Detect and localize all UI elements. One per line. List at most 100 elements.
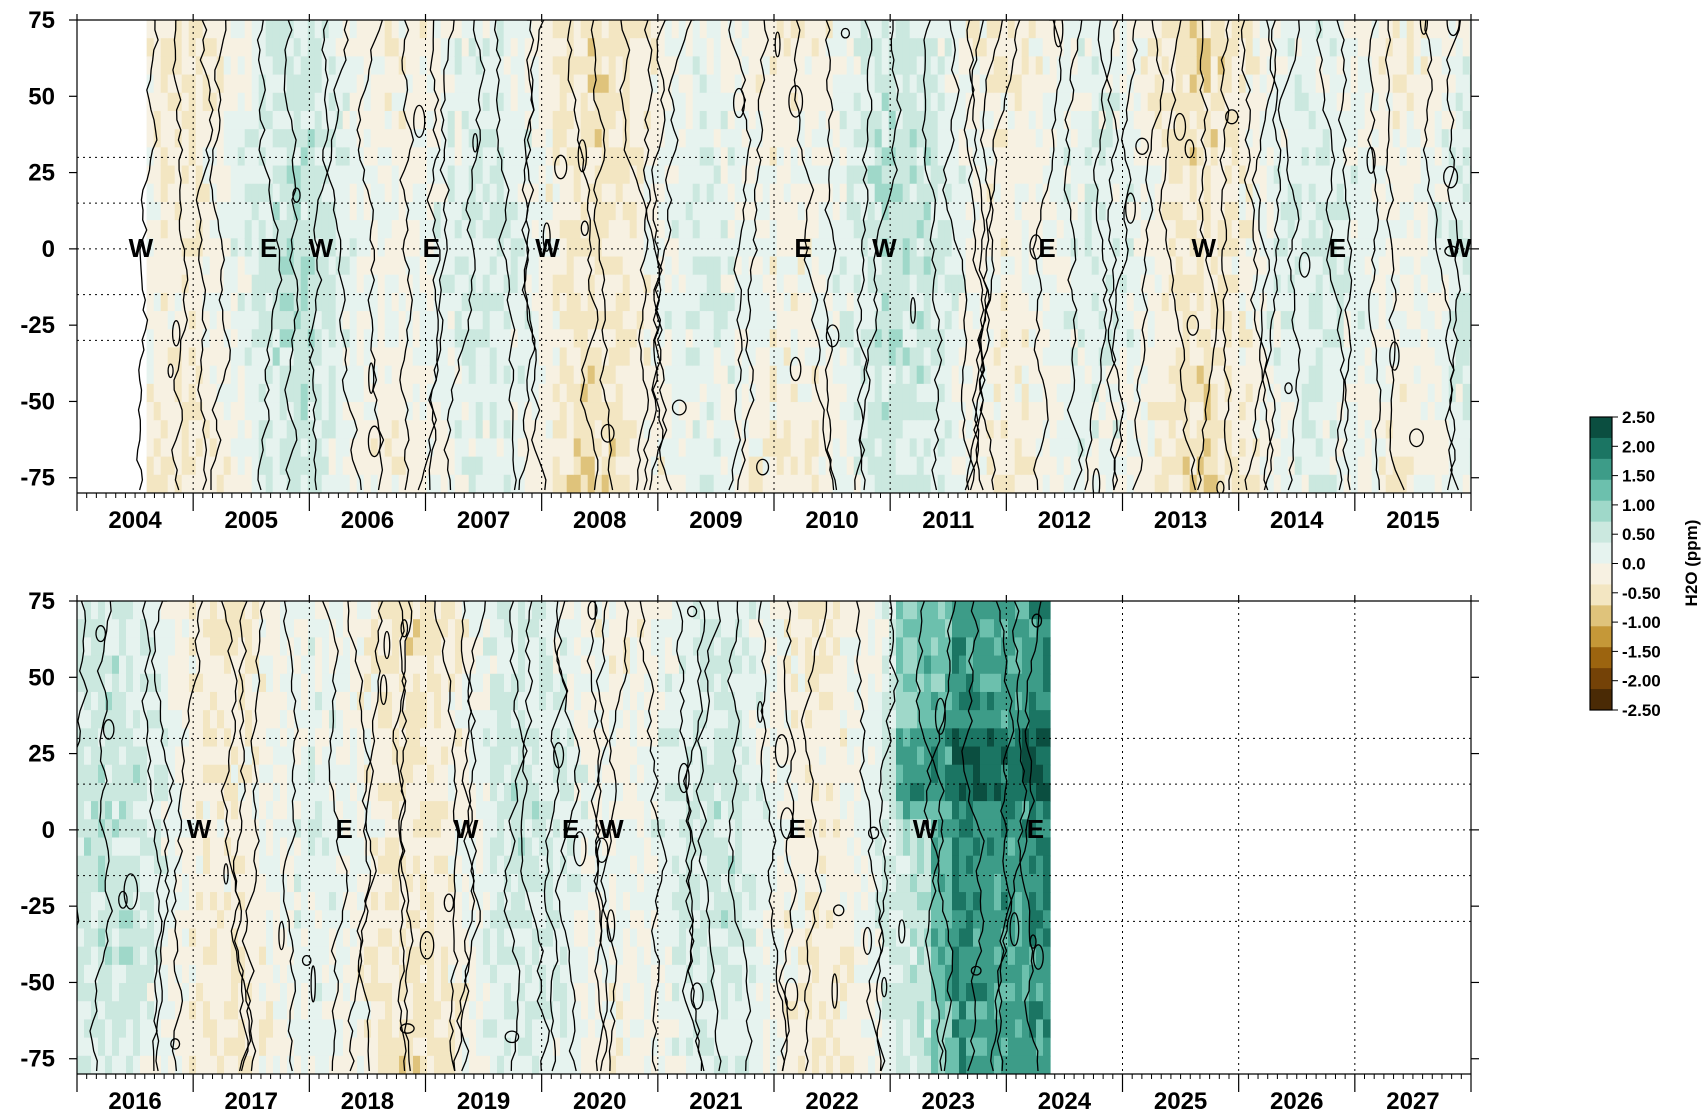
anomaly-cell: [237, 165, 246, 185]
anomaly-cell: [559, 183, 568, 203]
anomaly-cell: [1329, 110, 1338, 130]
anomaly-cell: [608, 220, 617, 239]
anomaly-cell: [552, 238, 561, 258]
anomaly-cell: [1070, 311, 1079, 330]
anomaly-cell: [482, 274, 491, 294]
anomaly-cell: [622, 329, 631, 349]
anomaly-cell: [300, 74, 309, 94]
anomaly-cell: [566, 220, 575, 239]
anomaly-cell: [1049, 56, 1058, 76]
anomaly-cell: [1028, 292, 1037, 312]
anomaly-cell: [1056, 311, 1065, 330]
anomaly-cell: [440, 329, 449, 349]
anomaly-cell: [566, 165, 575, 185]
anomaly-cell: [979, 383, 988, 403]
anomaly-cell: [951, 438, 960, 458]
anomaly-cell: [1308, 402, 1317, 421]
anomaly-cell: [1042, 329, 1051, 349]
anomaly-cell: [839, 329, 848, 349]
anomaly-cell: [167, 165, 176, 185]
anomaly-cell: [230, 274, 239, 294]
anomaly-cell: [244, 74, 253, 94]
anomaly-cell: [377, 201, 386, 221]
anomaly-cell: [153, 238, 162, 258]
anomaly-cell: [405, 92, 414, 112]
anomaly-cell: [692, 292, 701, 312]
anomaly-cell: [657, 183, 666, 203]
anomaly-cell: [671, 420, 680, 440]
anomaly-cell: [790, 56, 799, 76]
anomaly-cell: [258, 256, 267, 276]
anomaly-cell: [454, 274, 463, 294]
anomaly-cell: [167, 365, 176, 385]
anomaly-cell: [1182, 220, 1191, 239]
anomaly-cell: [615, 456, 624, 476]
anomaly-cell: [335, 201, 344, 221]
anomaly-cell: [1455, 183, 1464, 203]
anomaly-cell: [433, 201, 442, 221]
anomaly-cell: [1266, 365, 1275, 385]
anomaly-cell: [1273, 110, 1282, 130]
anomaly-cell: [328, 110, 337, 130]
anomaly-cell: [321, 129, 330, 148]
anomaly-cell: [328, 74, 337, 94]
anomaly-cell: [713, 238, 722, 258]
anomaly-cell: [643, 56, 652, 76]
anomaly-cell: [300, 129, 309, 148]
anomaly-cell: [1175, 474, 1184, 493]
anomaly-cell: [615, 383, 624, 403]
anomaly-cell: [559, 383, 568, 403]
anomaly-cell: [1049, 256, 1058, 276]
anomaly-cell: [972, 347, 981, 367]
anomaly-cell: [1406, 38, 1415, 57]
anomaly-cell: [335, 274, 344, 294]
anomaly-cell: [174, 474, 183, 493]
anomaly-cell: [643, 110, 652, 130]
anomaly-cell: [1119, 20, 1128, 39]
anomaly-cell: [419, 92, 428, 112]
anomaly-cell: [972, 238, 981, 258]
anomaly-cell: [1434, 383, 1443, 403]
anomaly-cell: [216, 402, 225, 421]
anomaly-cell: [818, 129, 827, 148]
anomaly-cell: [986, 38, 995, 57]
anomaly-cell: [1329, 292, 1338, 312]
anomaly-cell: [769, 256, 778, 276]
anomaly-cell: [804, 292, 813, 312]
anomaly-cell: [790, 365, 799, 385]
anomaly-cell: [699, 92, 708, 112]
anomaly-cell: [888, 201, 897, 221]
anomaly-cell: [734, 110, 743, 130]
anomaly-cell: [643, 347, 652, 367]
anomaly-cell: [286, 183, 295, 203]
anomaly-cell: [1448, 238, 1457, 258]
anomaly-cell: [1322, 183, 1331, 203]
anomaly-cell: [825, 238, 834, 258]
anomaly-cell: [1210, 292, 1219, 312]
anomaly-cell: [972, 147, 981, 167]
anomaly-cell: [1196, 365, 1205, 385]
anomaly-cell: [1196, 129, 1205, 148]
anomaly-cell: [1133, 183, 1142, 203]
anomaly-cell: [685, 365, 694, 385]
anomaly-cell: [1049, 329, 1058, 349]
anomaly-cell: [300, 238, 309, 258]
anomaly-cell: [1294, 311, 1303, 330]
anomaly-cell: [1406, 365, 1415, 385]
anomaly-cell: [972, 56, 981, 76]
anomaly-cell: [895, 220, 904, 239]
anomaly-cell: [167, 329, 176, 349]
anomaly-cell: [223, 311, 232, 330]
anomaly-cell: [811, 129, 820, 148]
anomaly-cell: [447, 129, 456, 148]
anomaly-cell: [951, 92, 960, 112]
anomaly-cell: [1294, 92, 1303, 112]
anomaly-cell: [832, 220, 841, 239]
anomaly-cell: [279, 38, 288, 57]
anomaly-cell: [328, 38, 337, 57]
anomaly-cell: [1056, 438, 1065, 458]
anomaly-cell: [650, 165, 659, 185]
anomaly-cell: [1042, 383, 1051, 403]
anomaly-cell: [1049, 383, 1058, 403]
anomaly-cell: [244, 110, 253, 130]
